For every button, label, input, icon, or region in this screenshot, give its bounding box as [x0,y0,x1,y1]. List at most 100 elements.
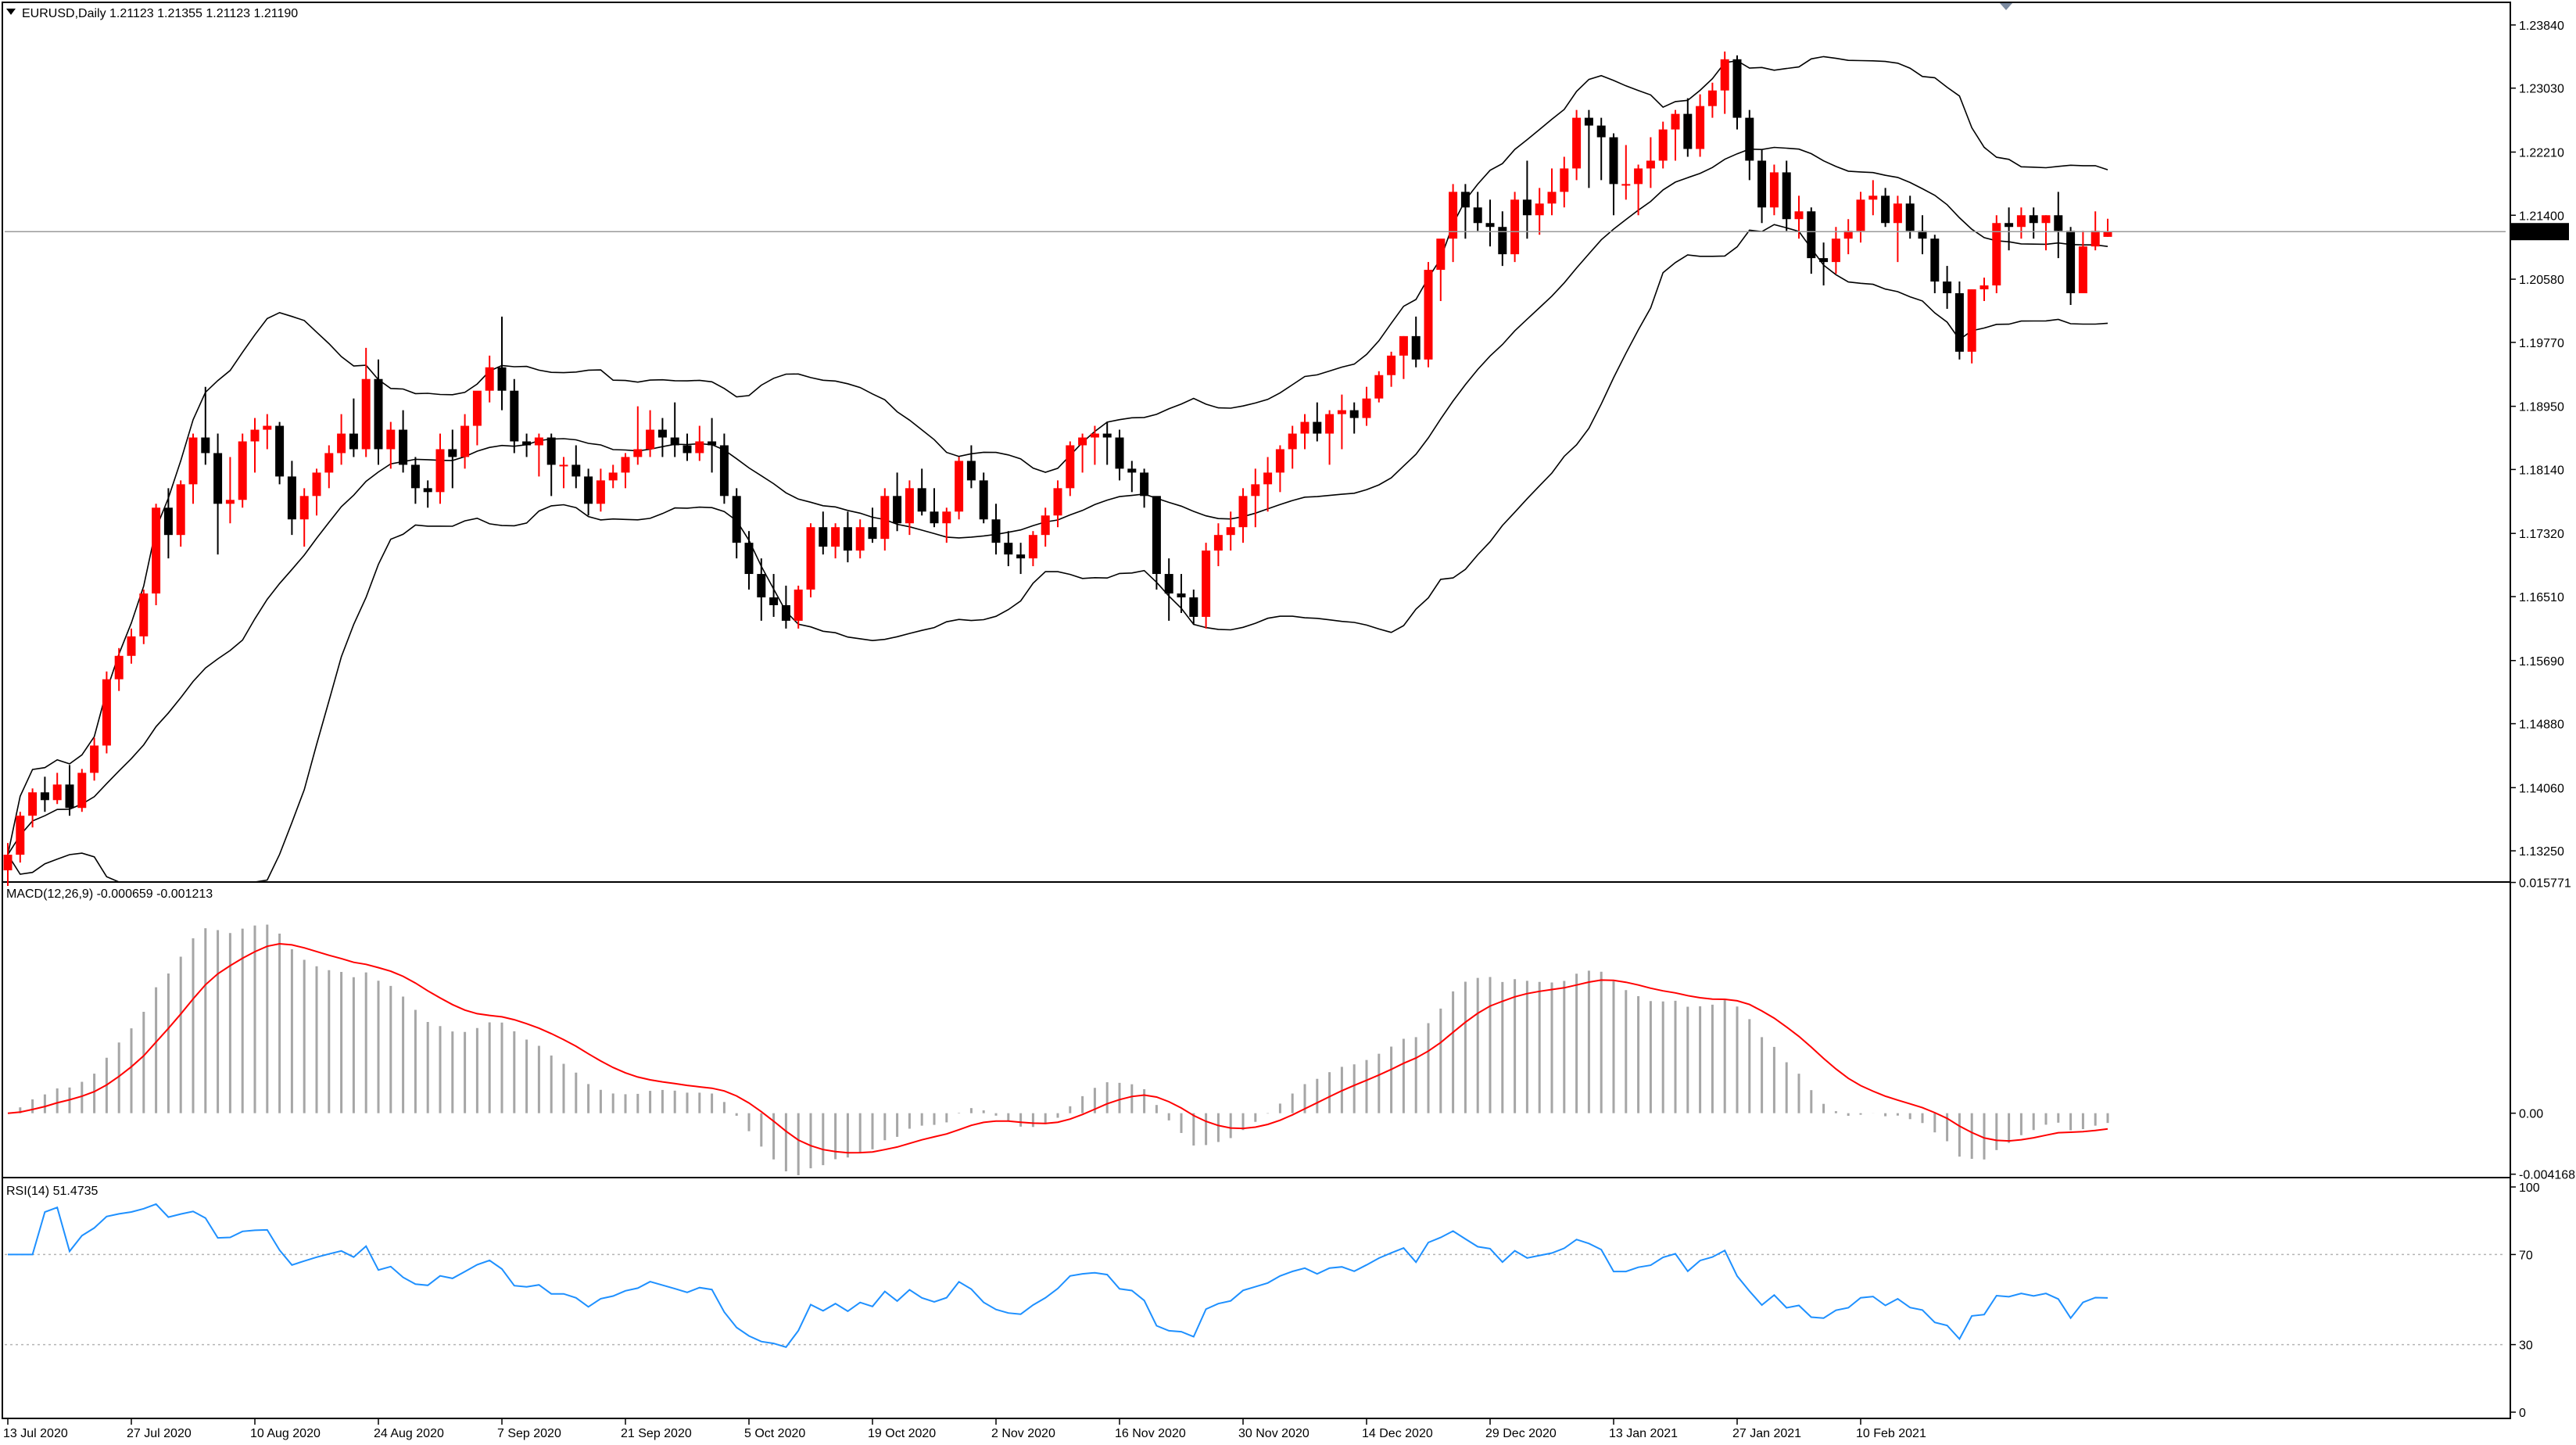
candle-body [1658,129,1668,161]
candle-body [2054,215,2063,231]
rsi-tick-label: 0 [2519,1407,2526,1420]
candle-body [1905,203,1915,231]
candle-body [1930,238,1940,282]
candle-body [238,441,247,500]
candle-body [1349,410,1359,418]
candle-body [1090,433,1099,438]
price-tick-label: 1.22210 [2519,146,2564,160]
candle-body [1300,421,1309,434]
candle-body [1202,550,1211,617]
candle-body [225,500,235,504]
candle-body [621,457,630,473]
candle-body [1325,414,1335,434]
candle-body [485,367,494,391]
candle-body [769,597,779,605]
triangle-down-icon[interactable] [6,9,16,15]
time-tick-label: 30 Nov 2020 [1238,1427,1309,1440]
candle-body [472,390,482,426]
candle-body [2041,215,2051,224]
candle-body [250,429,260,442]
time-tick-label: 14 Dec 2020 [1362,1427,1433,1440]
candle-body [1732,59,1742,118]
candle-body [596,480,605,504]
last-price-label: 1.21190 [2516,226,2560,239]
candle-body [683,445,692,454]
candle-body [460,425,470,457]
candle-body [102,679,111,746]
candle-body [510,390,519,442]
candle-body [930,511,939,524]
candle-body [374,378,383,450]
candle-body [2016,215,2026,228]
candle-body [77,773,87,809]
candle-body [1140,472,1149,497]
candle-body [1485,223,1495,228]
candle-body [1807,211,1816,259]
time-tick-label: 2 Nov 2020 [991,1427,1055,1440]
candle-body [1646,160,1655,169]
price-tick-label: 1.23030 [2519,83,2564,96]
candlesticks [3,51,2112,886]
candle-body [1819,258,1829,263]
candle-body [1028,535,1037,559]
candle-body [781,604,790,621]
candle-body [1918,231,1927,239]
candle-body [337,433,346,454]
candle-body [1460,192,1470,208]
candle-body [1004,543,1013,555]
candle-body [361,378,371,450]
candle-body [1164,574,1173,593]
candle-body [152,507,161,593]
candle-body [1992,223,2001,286]
candle-body [28,792,38,816]
candle-body [176,484,185,536]
candle-body [880,496,890,540]
candle-body [571,464,581,477]
macd-label: MACD(12,26,9) -0.000659 -0.001213 [6,887,213,901]
candle-body [423,488,432,493]
candle-body [1954,293,1964,352]
candle-body [263,425,272,430]
candle-body [2103,231,2112,237]
candle-body [1868,195,1878,200]
candle-body [1683,113,1693,149]
candle-body [1226,527,1235,536]
macd-tick-label: 0.00 [2519,1108,2543,1121]
candle-body [646,429,655,450]
candle-body [2078,246,2087,294]
candle-body [732,496,741,543]
candle-body [299,496,309,520]
candle-body [534,437,543,446]
price-tick-label: 1.13250 [2519,845,2564,859]
candle-body [1498,227,1507,255]
candle-body [275,425,285,477]
collapse-arrow-icon[interactable] [2000,3,2012,10]
candle-body [1893,203,1902,224]
candle-body [1473,207,1482,224]
candle-body [1399,335,1408,356]
candle-body [1288,433,1297,450]
candle-body [1127,468,1137,473]
candle-body [1831,238,1840,263]
candle-body [719,445,729,497]
price-tick-label: 1.15690 [2519,655,2564,669]
candle-body [1967,289,1976,352]
candle-body [831,527,840,547]
rsi-panel[interactable] [2,1177,2511,1419]
candle-body [1794,211,1804,220]
candle-body [905,488,914,524]
macd-signal-line [7,942,2108,1154]
candle-body [1411,335,1421,360]
candle-body [1066,445,1075,489]
candle-body [1102,433,1112,438]
price-tick-label: 1.18950 [2519,401,2564,414]
candle-body [1560,168,1569,192]
candle-body [1189,597,1198,617]
price-tick-label: 1.19770 [2519,337,2564,350]
candle-body [1535,203,1544,216]
candle-body [546,437,556,465]
candle-body [2091,231,2100,247]
price-tick-label: 1.21400 [2519,210,2564,223]
rsi-indicator: 100 70 30 0 [5,1181,2540,1420]
